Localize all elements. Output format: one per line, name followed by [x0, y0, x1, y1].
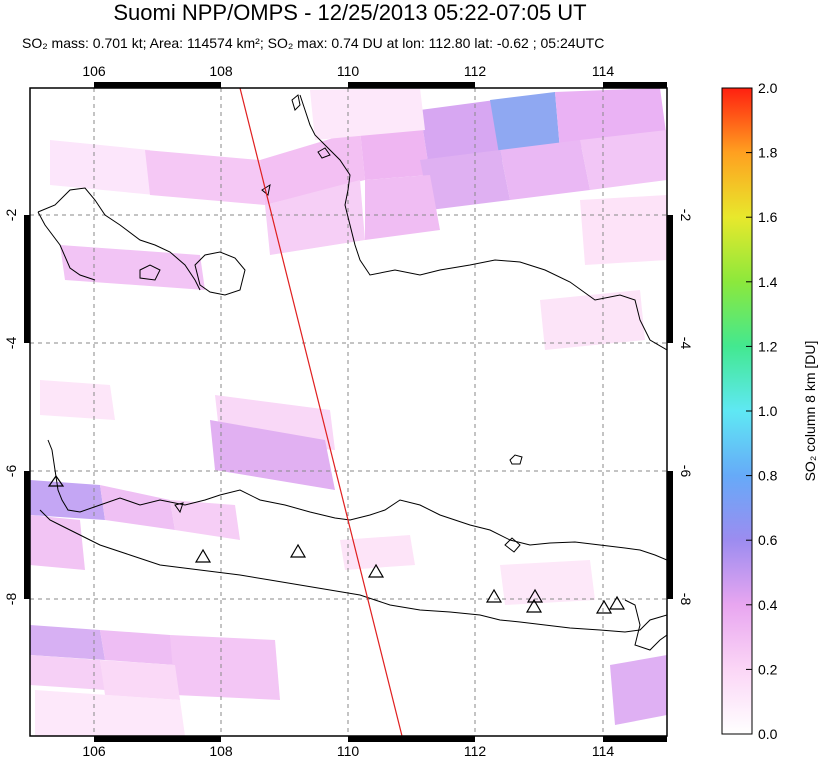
lon-tick-label: 114	[592, 743, 615, 759]
lat-tick-label: -6	[3, 465, 19, 478]
colorbar-tick-label: 1.4	[758, 274, 778, 290]
lon-tick-label: 106	[82, 743, 106, 759]
lat-tick-label: -2	[678, 209, 694, 222]
volcano-icon	[595, 599, 613, 614]
colorbar-tick-label: 0.2	[758, 661, 778, 677]
swath-edge-line	[239, 87, 403, 737]
lat-ticks-left: -2 -4 -6 -8	[3, 209, 19, 606]
colorbar-tick-label: 1.8	[758, 145, 778, 161]
volcano-icon	[525, 598, 543, 613]
colorbar-tick-label: 0.4	[758, 597, 778, 613]
volcano-icon	[194, 548, 212, 563]
colorbar-tick-label: 1.6	[758, 209, 778, 225]
lat-tick-label: -4	[678, 337, 694, 350]
lon-tick-label: 108	[209, 743, 233, 759]
map-subtitle: SO₂ mass: 0.701 kt; Area: 114574 km²; SO…	[22, 35, 605, 51]
map-title: Suomi NPP/OMPS - 12/25/2013 05:22-07:05 …	[113, 0, 587, 25]
lon-tick-label: 106	[82, 63, 106, 79]
map-border-bars	[24, 82, 673, 742]
lat-tick-label: -4	[3, 337, 19, 350]
colorbar-tick-label: 1.2	[758, 338, 778, 354]
colorbar-tick-label: 0.6	[758, 532, 778, 548]
colorbar-tick-label: 1.0	[758, 403, 778, 419]
lon-tick-label: 110	[337, 63, 360, 79]
lat-tick-label: -8	[3, 593, 19, 606]
lat-tick-label: -6	[678, 465, 694, 478]
lat-tick-label: -8	[678, 593, 694, 606]
volcano-icon	[485, 588, 503, 603]
volcano-icon	[47, 474, 65, 487]
lon-tick-label: 112	[464, 743, 487, 759]
volcano-icon	[367, 563, 385, 578]
lon-tick-label: 108	[209, 63, 233, 79]
lon-tick-label: 112	[464, 63, 487, 79]
so2-pixels	[30, 88, 667, 736]
colorbar-label: SO₂ column 8 km [DU]	[802, 341, 818, 482]
colorbar-tick-label: 0.8	[758, 468, 778, 484]
lon-ticks-top: 106 108 110 112 114	[82, 63, 614, 79]
lon-tick-label: 114	[592, 63, 615, 79]
lat-tick-label: -2	[3, 209, 19, 222]
coastlines	[37, 94, 667, 651]
volcano-icon	[608, 595, 626, 610]
colorbar-tick-labels: 2.0 1.8 1.6 1.4 1.2 1.0 0.8 0.6 0.4 0.2 …	[758, 80, 778, 742]
colorbar-tick-label: 0.0	[758, 726, 778, 742]
lon-tick-label: 110	[337, 743, 360, 759]
volcano-markers	[47, 474, 626, 614]
volcano-icon	[289, 543, 307, 558]
colorbar-tick-label: 2.0	[758, 80, 778, 96]
lat-ticks-right: -2 -4 -6 -8	[678, 209, 694, 606]
graticule	[30, 88, 667, 736]
lon-ticks-bottom: 106 108 110 112 114	[82, 743, 614, 759]
colorbar-ticks	[746, 87, 752, 735]
